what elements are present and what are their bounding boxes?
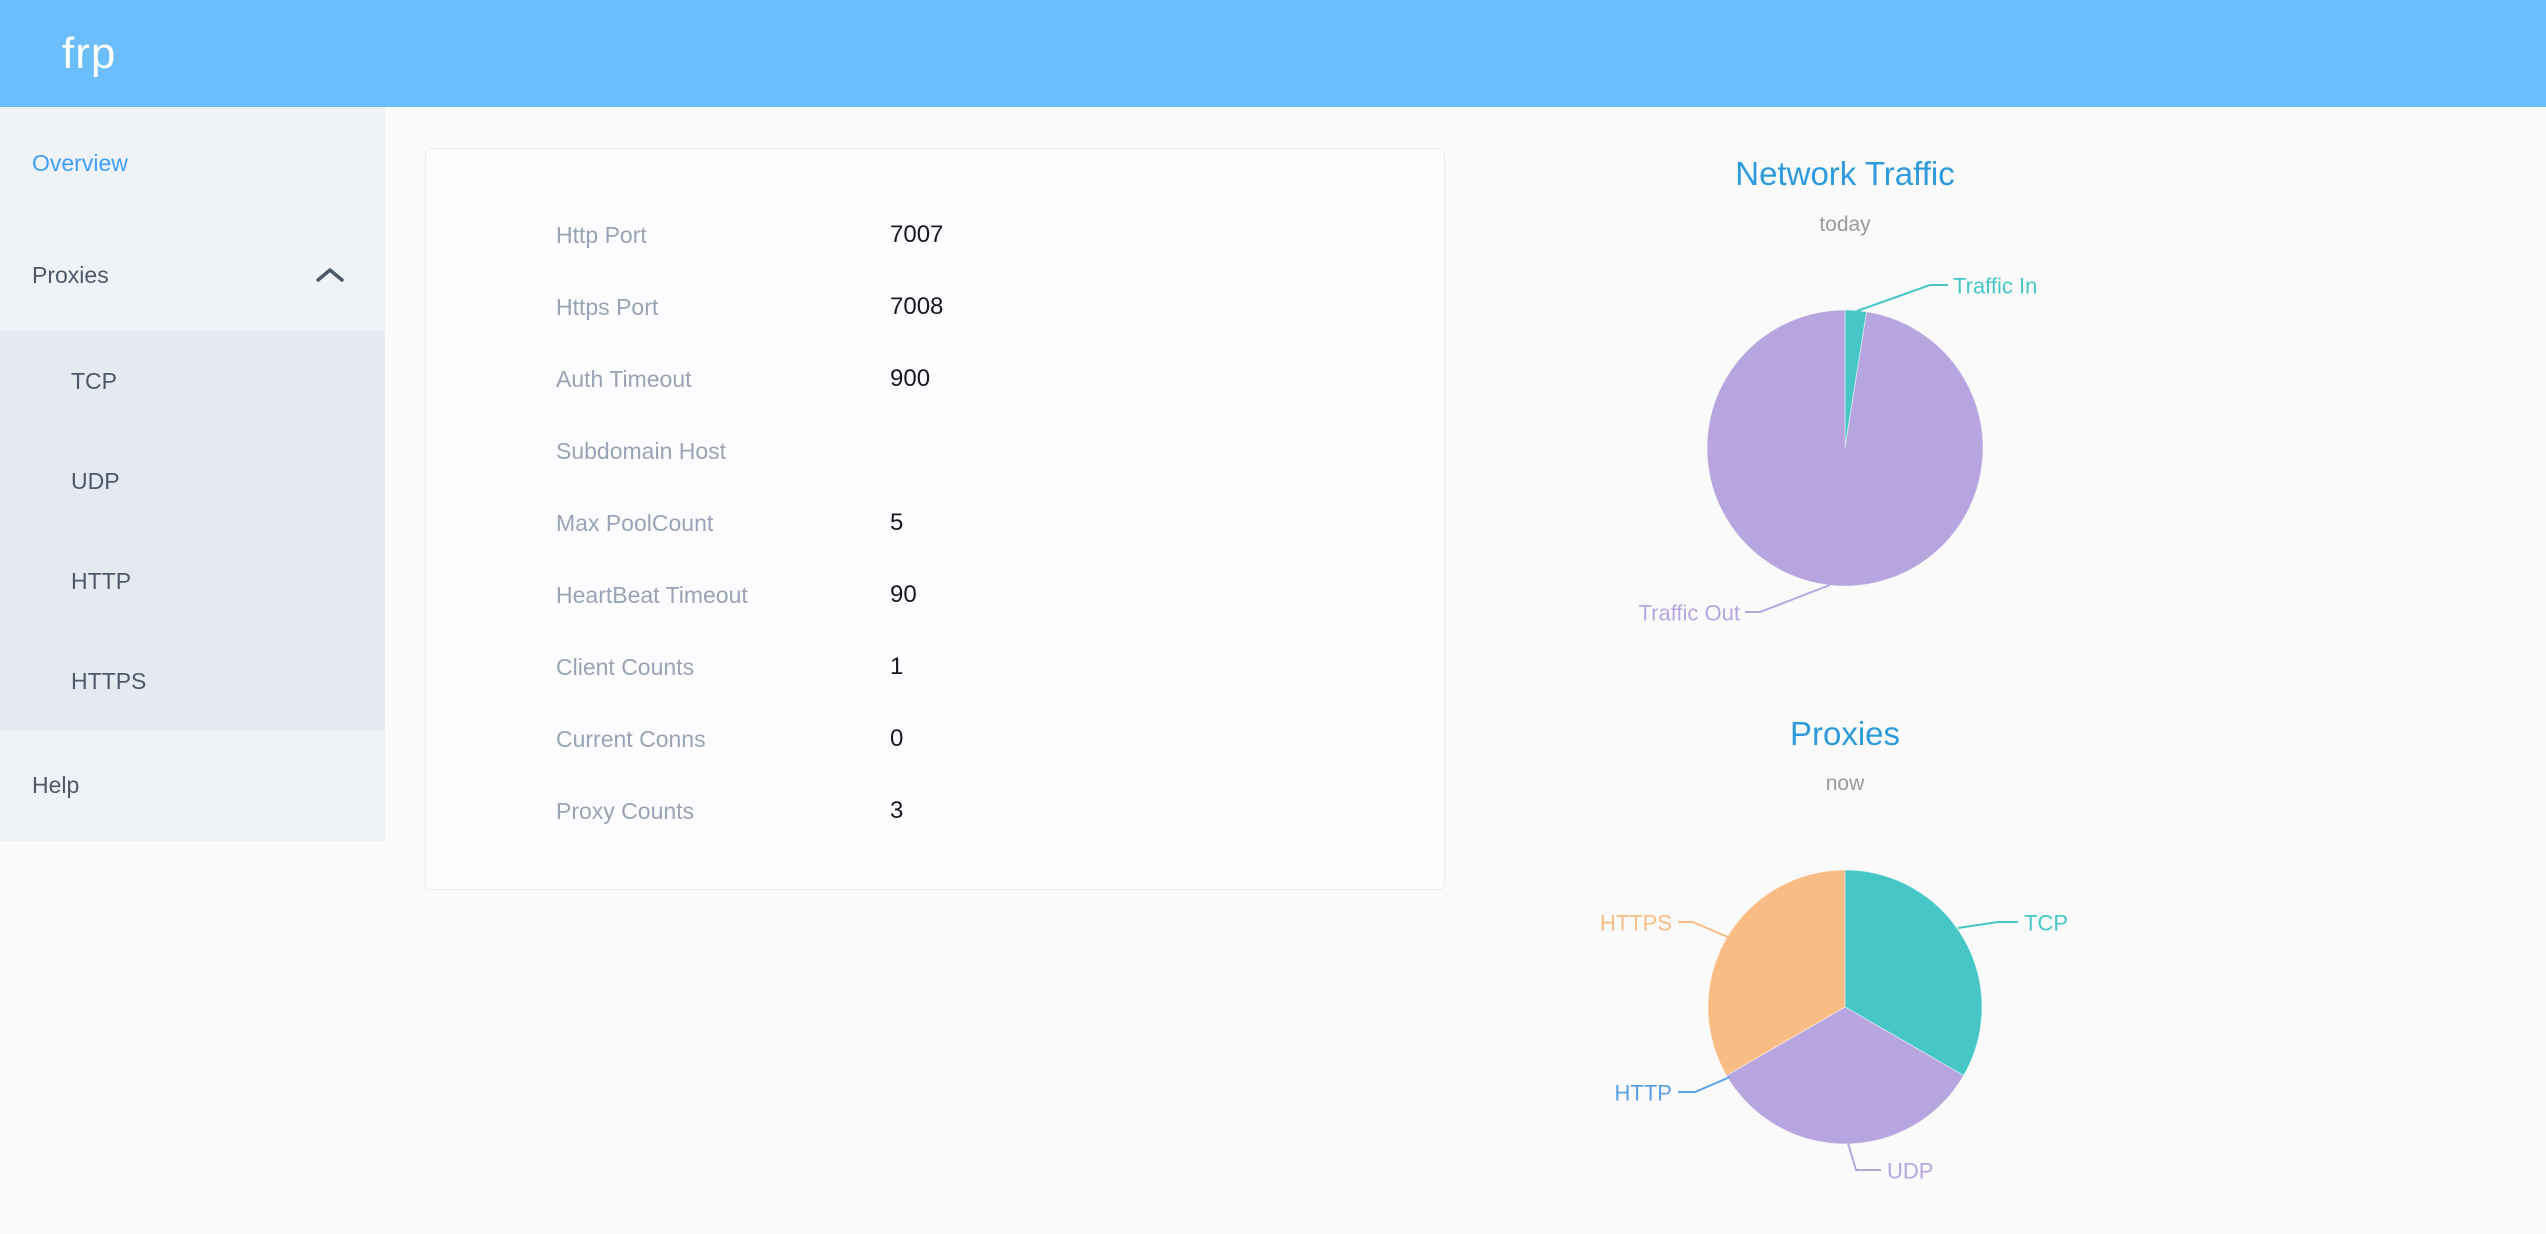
info-value: 7008 [890, 293, 944, 320]
network-traffic-pie-chart: Traffic In Traffic Out [1639, 274, 2038, 626]
info-row-client-counts: Client Counts 1 [426, 631, 1444, 703]
info-label: Proxy Counts [556, 797, 695, 824]
sidebar-item-help-label: Help [32, 772, 80, 798]
info-label: Max PoolCount [556, 509, 714, 536]
info-value: 90 [890, 581, 917, 608]
pie-leader-line-tcp [1957, 921, 2018, 929]
sidebar-item-http[interactable]: HTTP [0, 531, 385, 631]
proxies-chart-title: Proxies [1789, 715, 1901, 752]
info-row-auth-timeout: Auth Timeout 900 [426, 343, 1444, 415]
server-info-card: Http Port 7007 Https Port 7008 Auth Time… [425, 148, 1445, 890]
info-label: Subdomain Host [556, 437, 727, 464]
info-row-proxy-counts: Proxy Counts 3 [426, 775, 1444, 847]
info-value: 900 [890, 365, 931, 392]
proxies-submenu: TCP UDP HTTP HTTPS [0, 331, 385, 731]
info-label: Https Port [556, 293, 659, 320]
info-label: Auth Timeout [556, 365, 692, 392]
info-row-https-port: Https Port 7008 [426, 271, 1444, 343]
sidebar-item-help[interactable]: Help [0, 731, 385, 840]
sidebar-item-tcp-label: TCP [71, 367, 117, 394]
proxies-chart-subtitle: now [1825, 772, 1865, 795]
sidebar-item-udp[interactable]: UDP [0, 431, 385, 531]
info-label: HeartBeat Timeout [556, 581, 748, 608]
pie-leader-line-udp [1847, 1142, 1881, 1171]
sidebar-item-overview[interactable]: Overview [0, 107, 385, 219]
info-label: Http Port [556, 221, 647, 248]
info-value: 0 [890, 725, 904, 752]
sidebar: Overview Proxies TCP UDP HTTP HTTPS [0, 107, 385, 841]
app-logo: frp [62, 28, 117, 78]
info-label: Current Conns [556, 725, 706, 752]
pie-leader-line-traffic-in [1856, 284, 1948, 312]
info-label: Client Counts [556, 653, 695, 680]
pie-label-http: HTTP [1615, 1081, 1672, 1106]
network-traffic-chart-title: Network Traffic [1735, 155, 1955, 192]
sidebar-item-proxies[interactable]: Proxies [0, 219, 385, 331]
pie-slice-https[interactable] [1707, 869, 1846, 1076]
sidebar-item-https-label: HTTPS [71, 667, 147, 694]
header-bar: frp [0, 0, 2546, 107]
info-row-http-port: Http Port 7007 [426, 199, 1444, 271]
pie-slice-traffic-out[interactable] [1706, 309, 1984, 587]
pie-slice-udp[interactable] [1725, 1006, 1965, 1145]
sidebar-item-http-label: HTTP [71, 567, 132, 594]
proxies-pie-chart: TCP UDP HTTP HTTPS [1600, 869, 2068, 1184]
sidebar-item-proxies-label: Proxies [32, 261, 109, 288]
pie-slice-tcp[interactable] [1844, 869, 1983, 1076]
pie-leader-line-https [1678, 921, 1731, 939]
pie-leader-line-traffic-out [1745, 584, 1831, 613]
sidebar-item-udp-label: UDP [71, 467, 120, 494]
pie-label-traffic-in: Traffic In [1953, 274, 2037, 299]
chevron-up-icon [315, 266, 345, 284]
sidebar-item-https[interactable]: HTTPS [0, 631, 385, 731]
info-value: 5 [890, 509, 904, 536]
info-row-current-conns: Current Conns 0 [426, 703, 1444, 775]
info-value: 7007 [890, 221, 944, 248]
network-traffic-chart-subtitle: today [1819, 213, 1871, 236]
info-row-subdomain-host: Subdomain Host [426, 415, 1444, 487]
info-value: 3 [890, 797, 904, 824]
sidebar-item-overview-label: Overview [32, 149, 128, 176]
info-value: 1 [890, 653, 904, 680]
pie-label-udp: UDP [1887, 1159, 1933, 1184]
pie-label-https: HTTPS [1600, 911, 1672, 936]
sidebar-item-tcp[interactable]: TCP [0, 331, 385, 431]
pie-label-traffic-out: Traffic Out [1639, 601, 1740, 626]
info-row-heartbeat-timeout: HeartBeat Timeout 90 [426, 559, 1444, 631]
pie-leader-line-http [1678, 1076, 1731, 1093]
pie-label-tcp: TCP [2024, 911, 2068, 936]
info-row-max-poolcount: Max PoolCount 5 [426, 487, 1444, 559]
pie-slice-traffic-in[interactable] [1844, 309, 1868, 449]
